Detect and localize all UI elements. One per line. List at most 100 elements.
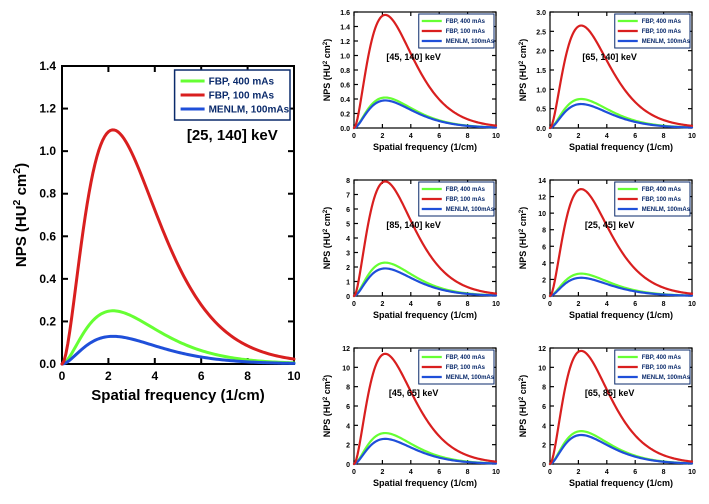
xtick-label: 6	[198, 369, 205, 383]
xtick-label: 6	[437, 133, 441, 140]
ytick-label: 0.4	[340, 97, 350, 104]
ytick-label: 10	[538, 211, 546, 218]
chart-svg: 0246810024681012FBP, 400 mAsFBP, 100 mAs…	[516, 344, 696, 492]
chart-svg: 024681002468101214FBP, 400 mAsFBP, 100 m…	[516, 176, 696, 324]
ytick-label: 0	[542, 462, 546, 469]
legend-label-fbp100: FBP, 100 mAs	[642, 29, 682, 35]
ytick-label: 6	[542, 244, 546, 251]
xtick-label: 0	[352, 469, 356, 476]
xtick-label: 6	[437, 469, 441, 476]
xtick-label: 4	[605, 301, 609, 308]
legend-label-menlm: MENLM, 100mAs	[209, 105, 290, 116]
x-axis-label: Spatial frequency (1/cm)	[569, 310, 673, 320]
legend-label-menlm: MENLM, 100mAs	[642, 207, 691, 213]
x-axis-label: Spatial frequency (1/cm)	[373, 310, 477, 320]
y-axis-label: NPS (HU2 cm2)	[322, 375, 333, 438]
legend-label-fbp100: FBP, 100 mAs	[209, 91, 275, 102]
y-axis-label: NPS (HU2 cm2)	[11, 163, 30, 267]
xtick-label: 4	[409, 133, 413, 140]
ytick-label: 0.6	[39, 229, 56, 243]
xtick-label: 6	[633, 133, 637, 140]
ytick-label: 0.8	[340, 68, 350, 75]
ytick-label: 0.2	[340, 112, 350, 119]
chart-panel-s3: 0246810012345678FBP, 400 mAsFBP, 100 mAs…	[320, 176, 500, 324]
ytick-label: 5	[346, 222, 350, 229]
series-fbp400	[62, 311, 294, 364]
series-fbp400	[550, 99, 692, 128]
xtick-label: 10	[688, 133, 696, 140]
series-fbp400	[550, 274, 692, 296]
y-axis-label: NPS (HU2 cm2)	[518, 207, 529, 270]
panel-title: [25, 45] keV	[585, 220, 635, 230]
panel-title: [65, 140] keV	[582, 52, 637, 62]
xtick-label: 8	[662, 469, 666, 476]
xtick-label: 10	[492, 469, 500, 476]
xtick-label: 2	[105, 369, 112, 383]
ytick-label: 3	[346, 251, 350, 258]
xtick-label: 2	[576, 301, 580, 308]
legend-label-fbp100: FBP, 100 mAs	[446, 197, 486, 203]
panel-title: [65, 85] keV	[585, 388, 635, 398]
ytick-label: 2	[542, 443, 546, 450]
legend-label-fbp400: FBP, 400 mAs	[642, 355, 682, 361]
ytick-label: 10	[342, 365, 350, 372]
ytick-label: 8	[346, 178, 350, 185]
xtick-label: 0	[352, 133, 356, 140]
ytick-label: 2.5	[536, 29, 546, 36]
chart-panel-s5: 0246810024681012FBP, 400 mAsFBP, 100 mAs…	[320, 344, 500, 492]
x-axis-label: Spatial frequency (1/cm)	[91, 387, 264, 404]
panel-title: [85, 140] keV	[386, 220, 441, 230]
legend-label-fbp400: FBP, 400 mAs	[446, 355, 486, 361]
xtick-label: 10	[287, 369, 300, 383]
xtick-label: 10	[688, 301, 696, 308]
ytick-label: 7	[346, 193, 350, 200]
series-fbp400	[354, 433, 496, 464]
ytick-label: 4	[542, 261, 546, 268]
chart-svg: 02468100.00.51.01.52.02.53.0FBP, 400 mAs…	[516, 8, 696, 156]
ytick-label: 1.4	[340, 25, 350, 32]
y-axis-label: NPS (HU2 cm2)	[518, 375, 529, 438]
chart-svg: 02468100.00.20.40.60.81.01.21.41.6FBP, 4…	[320, 8, 500, 156]
ytick-label: 0.4	[39, 272, 56, 286]
xtick-label: 0	[548, 133, 552, 140]
xtick-label: 8	[244, 369, 251, 383]
xtick-label: 0	[59, 369, 66, 383]
ytick-label: 4	[346, 236, 350, 243]
legend-label-fbp100: FBP, 100 mAs	[446, 365, 486, 371]
chart-panel-s6: 0246810024681012FBP, 400 mAsFBP, 100 mAs…	[516, 344, 696, 492]
ytick-label: 4	[346, 423, 350, 430]
xtick-label: 6	[633, 469, 637, 476]
ytick-label: 0.2	[39, 314, 56, 328]
ytick-label: 1.2	[39, 102, 56, 116]
ytick-label: 1.0	[39, 144, 56, 158]
panel-title: [25, 140] keV	[187, 127, 278, 144]
xtick-label: 0	[548, 301, 552, 308]
legend-label-menlm: MENLM, 100mAs	[446, 375, 495, 381]
xtick-label: 6	[437, 301, 441, 308]
chart-panel-s2: 02468100.00.51.01.52.02.53.0FBP, 400 mAs…	[516, 8, 696, 156]
legend-label-fbp400: FBP, 400 mAs	[642, 187, 682, 193]
ytick-label: 2.0	[536, 49, 546, 56]
y-axis-label: NPS (HU2 cm2)	[322, 39, 333, 102]
ytick-label: 0	[346, 294, 350, 301]
xtick-label: 4	[605, 469, 609, 476]
legend-label-fbp400: FBP, 400 mAs	[209, 77, 275, 88]
y-axis-label: NPS (HU2 cm2)	[518, 39, 529, 102]
ytick-label: 12	[538, 195, 546, 202]
xtick-label: 2	[380, 469, 384, 476]
ytick-label: 6	[346, 404, 350, 411]
xtick-label: 4	[605, 133, 609, 140]
ytick-label: 12	[342, 346, 350, 353]
chart-svg: 0246810024681012FBP, 400 mAsFBP, 100 mAs…	[320, 344, 500, 492]
legend-label-fbp100: FBP, 100 mAs	[642, 365, 682, 371]
y-axis-label: NPS (HU2 cm2)	[322, 207, 333, 270]
xtick-label: 8	[466, 301, 470, 308]
ytick-label: 2	[346, 265, 350, 272]
xtick-label: 4	[409, 469, 413, 476]
ytick-label: 8	[542, 228, 546, 235]
ytick-label: 4	[542, 423, 546, 430]
ytick-label: 1.5	[536, 68, 546, 75]
ytick-label: 0.6	[340, 83, 350, 90]
panel-title: [45, 65] keV	[389, 388, 439, 398]
xtick-label: 10	[492, 301, 500, 308]
